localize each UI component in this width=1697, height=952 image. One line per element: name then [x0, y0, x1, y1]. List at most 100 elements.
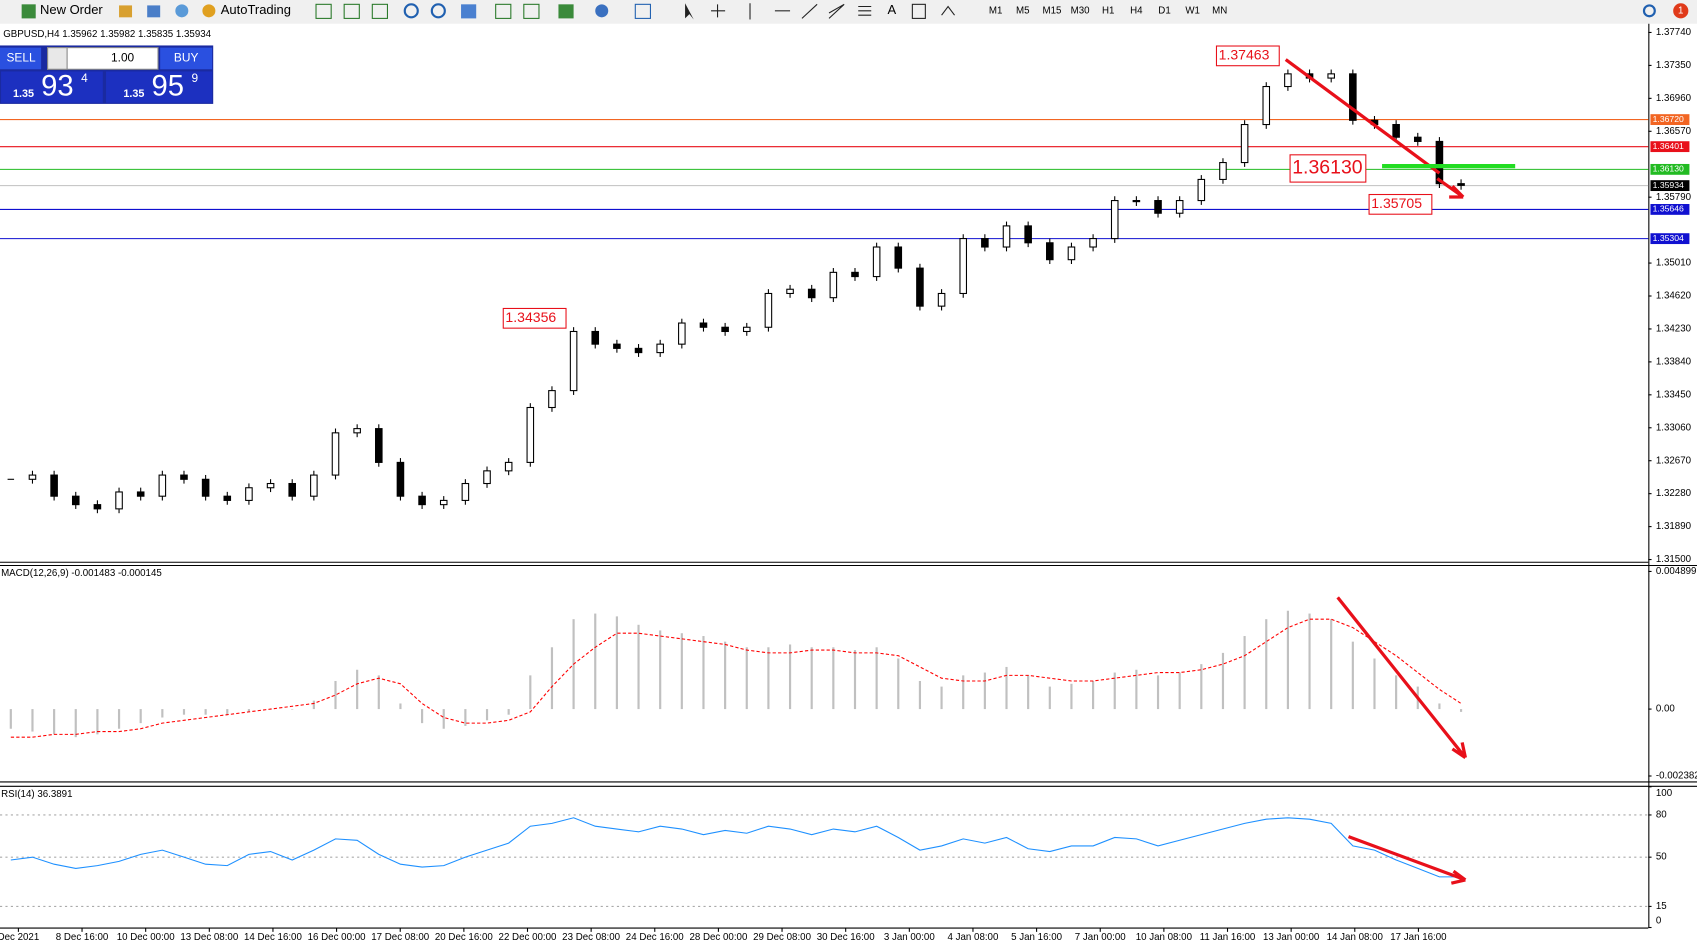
label-tool[interactable] — [911, 3, 926, 19]
candle — [1154, 200, 1162, 214]
y-tick-label: 1.36570 — [1656, 126, 1692, 137]
macd-bar — [399, 703, 402, 710]
new-order-icon[interactable] — [21, 4, 36, 19]
fibo-tool[interactable] — [858, 5, 872, 16]
auto-trading-button[interactable]: AutoTrading — [221, 2, 291, 17]
timeframe-button[interactable]: H4 — [1130, 5, 1143, 16]
timeframe-button[interactable]: M15 — [1042, 5, 1061, 16]
search[interactable] — [1642, 4, 1656, 18]
new-order-button[interactable]: New Order — [40, 2, 103, 17]
price-annotation-box — [1289, 154, 1367, 183]
candle — [331, 432, 340, 476]
toolbar-items: New Order AutoTrading A — [21, 2, 955, 20]
x-tick-label: 10 Jan 08:00 — [1136, 932, 1193, 943]
y-tick-label: 15 — [1656, 901, 1667, 912]
macd-bar — [745, 647, 748, 710]
cursor-tool[interactable] — [685, 3, 694, 20]
auto-trading-icon[interactable] — [202, 4, 216, 18]
candle — [526, 406, 535, 463]
candle — [1132, 200, 1141, 203]
y-tick-label: 100 — [1656, 788, 1673, 799]
candle — [764, 292, 773, 328]
y-tick-label: -0.002382 — [1656, 771, 1697, 782]
channel-tool[interactable] — [828, 3, 845, 19]
tool-icon[interactable] — [343, 3, 360, 19]
macd-bar — [182, 709, 186, 715]
text-tool[interactable]: A — [887, 2, 896, 17]
x-tick-label: 22 Dec 00:00 — [499, 932, 557, 943]
candle — [1046, 242, 1054, 261]
candle — [201, 478, 210, 497]
candle — [1197, 178, 1206, 202]
tool-icon[interactable] — [315, 3, 332, 19]
price-annotation: 1.35705 — [1371, 195, 1422, 211]
timeframe-button[interactable]: M1 — [989, 5, 1003, 16]
notification-badge[interactable] — [1673, 3, 1689, 19]
notification-count[interactable]: 1 — [1678, 5, 1683, 16]
price-annotation: 1.36130 — [1292, 157, 1363, 179]
candle — [288, 482, 297, 497]
candle — [180, 474, 188, 480]
lot-down[interactable] — [47, 47, 68, 70]
sell-label[interactable]: SELL — [6, 51, 35, 65]
y-tick-label: 50 — [1656, 852, 1667, 863]
symbol-info: GBPUSD,H4 1.35962 1.35982 1.35835 1.3593… — [3, 29, 211, 40]
price-annotation-box — [502, 307, 567, 329]
macd-bar — [53, 709, 56, 735]
macd-bar — [659, 630, 662, 710]
macd-bar — [724, 641, 727, 710]
macd-bar — [1351, 641, 1354, 710]
lot-value[interactable]: 1.00 — [111, 51, 135, 65]
macd-bar — [1156, 675, 1160, 710]
timeframe-button[interactable]: H1 — [1102, 5, 1114, 16]
rsi-line — [10, 817, 1462, 878]
level-label-bg — [1650, 114, 1690, 126]
trendline-tool[interactable] — [801, 3, 818, 19]
x-tick-label: 17 Jan 16:00 — [1390, 932, 1447, 943]
tile-icon[interactable] — [461, 4, 477, 19]
tool-icon[interactable] — [175, 4, 189, 18]
tool-icon[interactable] — [147, 5, 161, 18]
indicators-icon[interactable] — [558, 4, 574, 19]
timeframe-button[interactable]: M30 — [1071, 5, 1091, 16]
buy-price-box[interactable] — [106, 71, 213, 103]
tool-icon[interactable] — [523, 3, 540, 19]
timeframe-button[interactable]: D1 — [1158, 5, 1170, 16]
templates-icon[interactable] — [634, 3, 651, 19]
macd-bar — [962, 675, 965, 710]
tool-icon[interactable] — [119, 5, 133, 18]
timeframe-button[interactable]: W1 — [1185, 5, 1200, 16]
timeframe-button[interactable]: MN — [1212, 5, 1227, 16]
sell-button[interactable] — [0, 47, 42, 70]
zoom-in[interactable] — [403, 3, 419, 19]
one-click-panel: SELL 1.00 BUY 1.35 93 4 1.35 95 9 — [0, 45, 214, 104]
macd-bar — [312, 700, 315, 710]
timeframes: M1 M5 M15 M30 H1 H4 D1 W1 MN — [989, 5, 1227, 16]
periods-icon[interactable] — [595, 4, 609, 18]
candle — [1002, 225, 1011, 248]
candle — [504, 461, 513, 472]
drawn-arrow — [1436, 177, 1465, 199]
y-tick-label: 80 — [1656, 810, 1667, 821]
macd-bar — [1459, 709, 1463, 712]
y-tick-label: 1.31890 — [1656, 521, 1692, 532]
candle — [28, 474, 37, 480]
buy-label[interactable]: BUY — [174, 51, 199, 65]
candle — [396, 461, 405, 497]
crosshair-tool[interactable] — [711, 4, 726, 18]
buy-button[interactable] — [160, 47, 213, 70]
sell-big: 93 — [41, 70, 74, 102]
timeframe-button[interactable]: M5 — [1016, 5, 1030, 16]
x-tick-label: 4 Jan 08:00 — [948, 932, 999, 943]
sell-price-box[interactable] — [1, 71, 103, 103]
candle — [1392, 123, 1400, 138]
candle — [266, 482, 275, 489]
tool-icon[interactable] — [371, 3, 388, 19]
tool-icon[interactable] — [495, 3, 512, 19]
y-tick-label: 1.35010 — [1656, 258, 1692, 269]
zoom-out[interactable] — [430, 3, 446, 19]
candle — [1067, 246, 1076, 261]
arrows-tool[interactable] — [941, 5, 955, 16]
y-tick-label: 0.00 — [1656, 704, 1676, 715]
macd-bar — [507, 709, 510, 715]
